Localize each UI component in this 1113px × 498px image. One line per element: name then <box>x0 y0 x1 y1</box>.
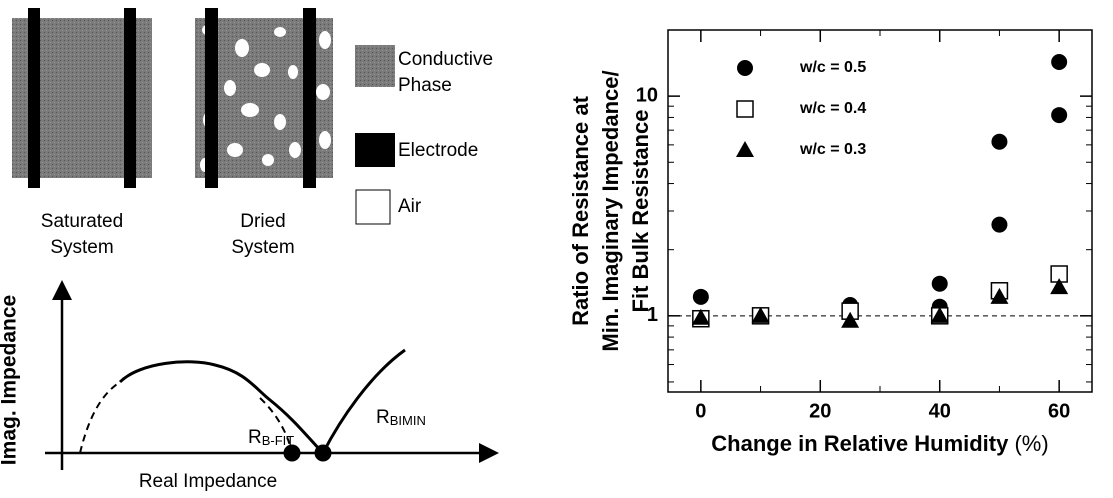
sample-label: Dried <box>240 211 285 232</box>
marker <box>1050 278 1069 295</box>
saturated-sample <box>12 8 152 188</box>
axis-label: Imag. Impedance <box>0 295 21 465</box>
legend-label: Conductive <box>398 49 493 70</box>
impedance-sketch <box>45 280 499 470</box>
r-main: R <box>376 407 390 428</box>
legend-label: Electrode <box>398 140 478 161</box>
marker <box>990 287 1009 304</box>
resistance-label: RB-FIT <box>248 427 294 448</box>
legend-label: Air <box>398 196 422 217</box>
legend-label: w/c = 0.3 <box>799 141 866 158</box>
r-main: R <box>248 427 262 448</box>
legend-label: Phase <box>398 75 452 96</box>
marker <box>1051 107 1068 124</box>
sample-label: Saturated <box>41 211 123 232</box>
air-swatch <box>355 189 391 225</box>
marker <box>931 275 948 292</box>
x-axis-label-part: (%) <box>1008 431 1048 456</box>
legend-marker <box>737 60 753 76</box>
marker <box>1051 54 1068 71</box>
legend-label: w/c = 0.4 <box>799 100 866 117</box>
resistance-label: RBIMIN <box>376 407 426 428</box>
sample-label: System <box>231 237 294 258</box>
x-tick-label: 60 <box>1048 400 1070 422</box>
legend-label: w/c = 0.5 <box>799 59 866 76</box>
conductive-swatch <box>355 45 395 87</box>
x-axis-label: Change in Relative Humidity (%) <box>711 431 1048 456</box>
legend-marker <box>736 100 754 118</box>
y-axis-label: Min. Imaginary Impedance/ <box>598 70 623 351</box>
r-sub: BIMIN <box>390 413 426 428</box>
marker <box>691 308 710 325</box>
x-tick-label: 40 <box>929 400 951 422</box>
r-sub: B-FIT <box>262 433 295 448</box>
legend-marker <box>736 141 754 157</box>
marker <box>751 306 770 323</box>
x-tick-label: 0 <box>695 400 706 422</box>
y-axis-label: Fit Bulk Resistance <box>628 110 653 313</box>
marker <box>991 133 1008 150</box>
x-tick-label: 20 <box>809 400 831 422</box>
marker <box>930 306 949 323</box>
y-axis-label: Ratio of Resistance at <box>568 95 593 326</box>
marker <box>991 216 1008 233</box>
electrode-swatch <box>355 133 395 167</box>
x-axis-label-part: Change in Relative Humidity <box>711 431 1009 456</box>
marker <box>841 311 860 328</box>
dried-sample <box>195 8 333 188</box>
plot-frame <box>667 29 1093 393</box>
axis-label: Real Impedance <box>139 471 277 492</box>
y-tick-label: 10 <box>636 84 658 106</box>
y-tick-label: 1 <box>647 304 658 326</box>
marker <box>692 288 709 305</box>
sample-label: System <box>50 237 113 258</box>
